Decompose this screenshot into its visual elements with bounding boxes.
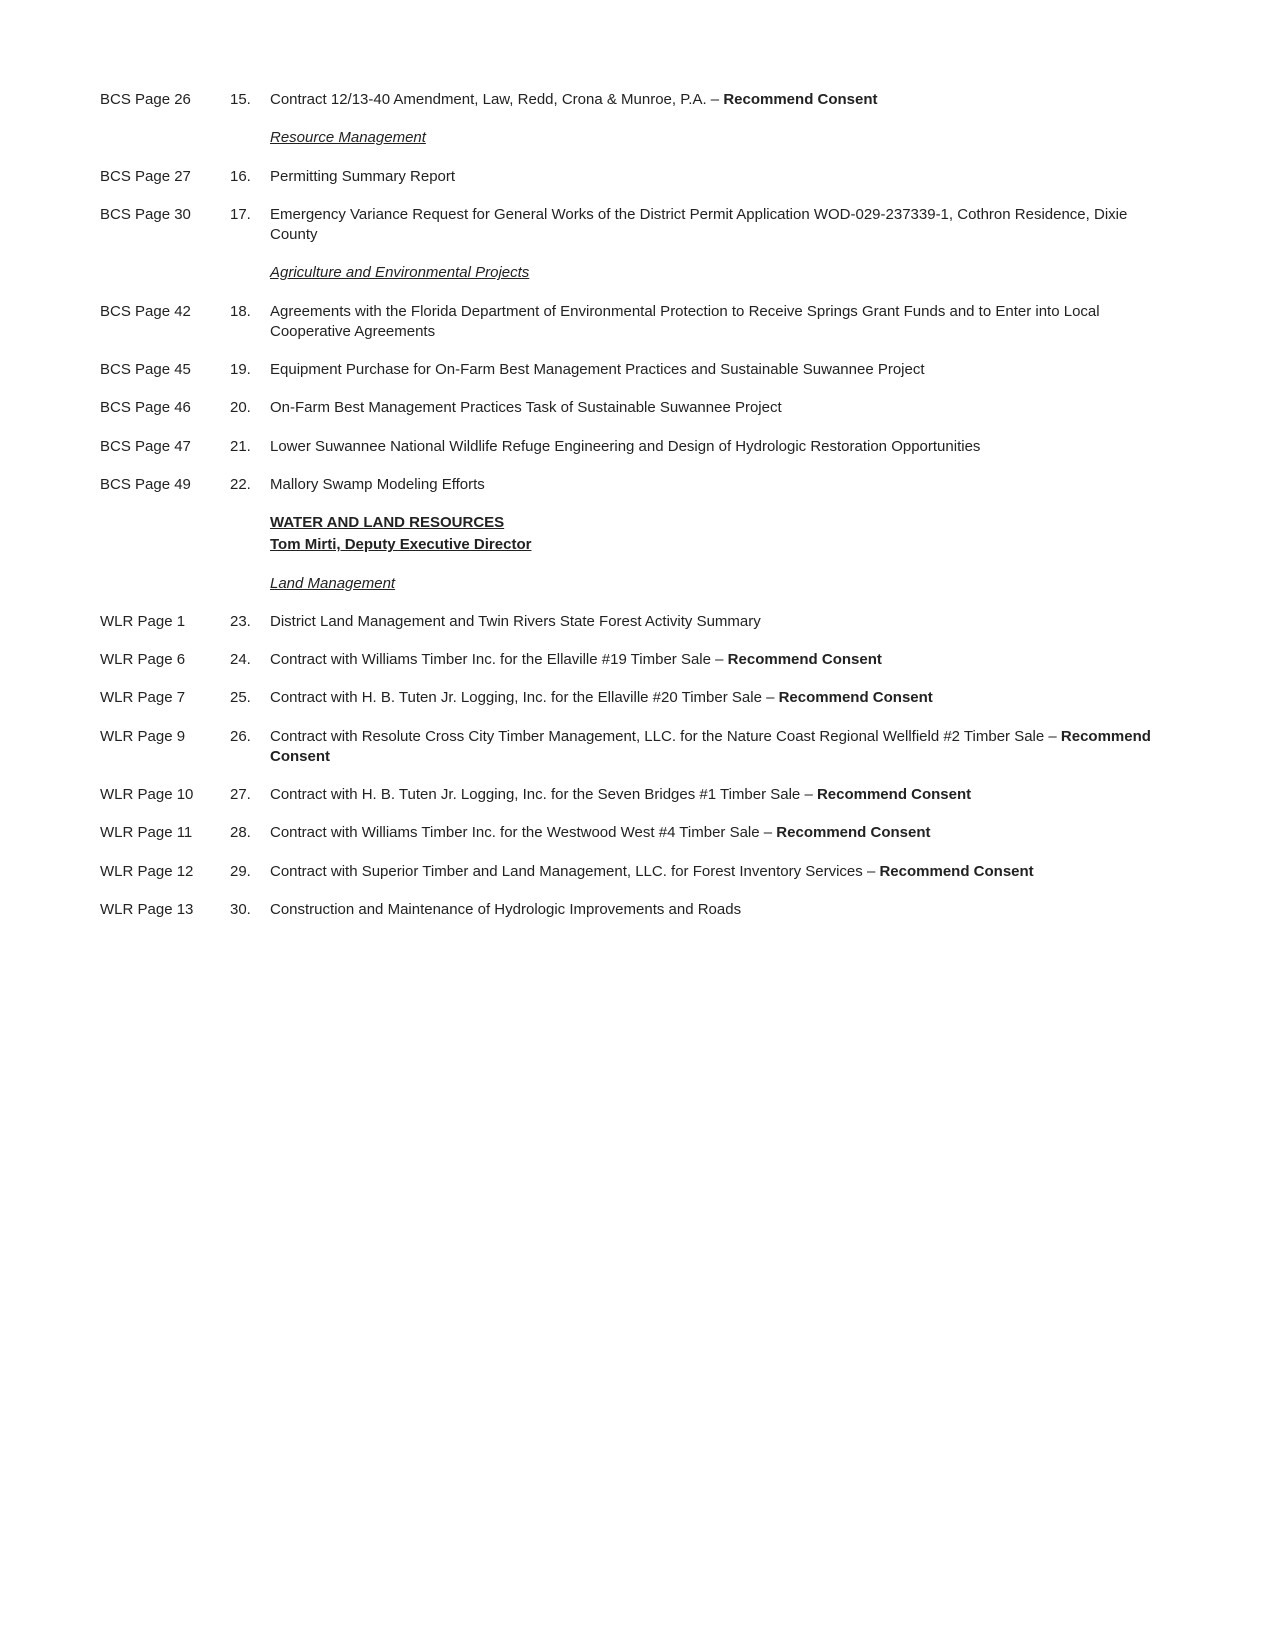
item-number: 18.	[230, 302, 270, 343]
agenda-item: BCS Page 2716.Permitting Summary Report	[100, 167, 1175, 187]
agenda-item: BCS Page 4519.Equipment Purchase for On-…	[100, 360, 1175, 380]
agenda-item: WLR Page 1330.Construction and Maintenan…	[100, 900, 1175, 920]
agenda-item: WLR Page 1128.Contract with Williams Tim…	[100, 823, 1175, 843]
item-number: 30.	[230, 900, 270, 920]
page-reference: BCS Page 45	[100, 360, 230, 380]
item-text: Agreements with the Florida Department o…	[270, 303, 1100, 340]
recommend-consent: Recommend Consent	[817, 786, 971, 803]
item-number: 16.	[230, 167, 270, 187]
page-reference: WLR Page 9	[100, 727, 230, 768]
agenda-item: WLR Page 123.District Land Management an…	[100, 612, 1175, 632]
item-text: Contract with Resolute Cross City Timber…	[270, 728, 1061, 745]
agenda-item: WLR Page 1027.Contract with H. B. Tuten …	[100, 785, 1175, 805]
item-number: 26.	[230, 727, 270, 768]
item-text: Construction and Maintenance of Hydrolog…	[270, 901, 741, 918]
section-subheading: Tom Mirti, Deputy Executive Director	[270, 535, 1175, 555]
page-reference: WLR Page 13	[100, 900, 230, 920]
agenda-item: WLR Page 624.Contract with Williams Timb…	[100, 650, 1175, 670]
agenda-item: BCS Page 4620.On-Farm Best Management Pr…	[100, 398, 1175, 418]
item-number: 19.	[230, 360, 270, 380]
item-number: 21.	[230, 437, 270, 457]
item-description: Lower Suwannee National Wildlife Refuge …	[270, 437, 1175, 457]
item-text: Contract with Williams Timber Inc. for t…	[270, 824, 776, 841]
subheading: Land Management	[270, 574, 1175, 594]
recommend-consent: Recommend Consent	[723, 91, 877, 108]
page-reference: BCS Page 30	[100, 205, 230, 246]
item-number: 23.	[230, 612, 270, 632]
page-reference: WLR Page 7	[100, 688, 230, 708]
recommend-consent: Recommend Consent	[728, 651, 882, 668]
item-text: Equipment Purchase for On-Farm Best Mana…	[270, 361, 925, 378]
agenda-item: WLR Page 725.Contract with H. B. Tuten J…	[100, 688, 1175, 708]
subheading: Agriculture and Environmental Projects	[270, 263, 1175, 283]
agenda-item: BCS Page 4721.Lower Suwannee National Wi…	[100, 437, 1175, 457]
agenda-item: WLR Page 1229.Contract with Superior Tim…	[100, 862, 1175, 882]
item-text: On-Farm Best Management Practices Task o…	[270, 399, 782, 416]
page-reference: WLR Page 6	[100, 650, 230, 670]
item-number: 17.	[230, 205, 270, 246]
page-reference: BCS Page 46	[100, 398, 230, 418]
recommend-consent: Recommend Consent	[879, 863, 1033, 880]
agenda-item: BCS Page 4922.Mallory Swamp Modeling Eff…	[100, 475, 1175, 495]
item-description: Contract with Williams Timber Inc. for t…	[270, 823, 1175, 843]
page-reference: WLR Page 12	[100, 862, 230, 882]
recommend-consent: Recommend Consent	[779, 689, 933, 706]
item-description: Equipment Purchase for On-Farm Best Mana…	[270, 360, 1175, 380]
item-text: District Land Management and Twin Rivers…	[270, 613, 761, 630]
agenda-item: WLR Page 926.Contract with Resolute Cros…	[100, 727, 1175, 768]
item-description: Permitting Summary Report	[270, 167, 1175, 187]
item-description: Construction and Maintenance of Hydrolog…	[270, 900, 1175, 920]
item-description: Contract 12/13-40 Amendment, Law, Redd, …	[270, 90, 1175, 110]
item-number: 22.	[230, 475, 270, 495]
page-reference: WLR Page 1	[100, 612, 230, 632]
item-description: Mallory Swamp Modeling Efforts	[270, 475, 1175, 495]
item-description: Contract with H. B. Tuten Jr. Logging, I…	[270, 785, 1175, 805]
subheading: Resource Management	[270, 128, 1175, 148]
item-text: Mallory Swamp Modeling Efforts	[270, 476, 485, 493]
item-text: Contract with H. B. Tuten Jr. Logging, I…	[270, 786, 817, 803]
item-description: District Land Management and Twin Rivers…	[270, 612, 1175, 632]
item-text: Permitting Summary Report	[270, 168, 455, 185]
page-reference: BCS Page 47	[100, 437, 230, 457]
agenda-list: BCS Page 2615.Contract 12/13-40 Amendmen…	[100, 90, 1175, 920]
page-reference: BCS Page 49	[100, 475, 230, 495]
item-number: 27.	[230, 785, 270, 805]
item-text: Contract 12/13-40 Amendment, Law, Redd, …	[270, 91, 723, 108]
page-reference: BCS Page 27	[100, 167, 230, 187]
item-description: Contract with Resolute Cross City Timber…	[270, 727, 1175, 768]
page-reference: WLR Page 10	[100, 785, 230, 805]
item-text: Emergency Variance Request for General W…	[270, 206, 1127, 243]
item-description: Agreements with the Florida Department o…	[270, 302, 1175, 343]
item-number: 24.	[230, 650, 270, 670]
item-description: Contract with Superior Timber and Land M…	[270, 862, 1175, 882]
item-description: Emergency Variance Request for General W…	[270, 205, 1175, 246]
agenda-item: BCS Page 4218.Agreements with the Florid…	[100, 302, 1175, 343]
page-reference: WLR Page 11	[100, 823, 230, 843]
agenda-item: BCS Page 2615.Contract 12/13-40 Amendmen…	[100, 90, 1175, 110]
item-number: 20.	[230, 398, 270, 418]
section-heading: WATER AND LAND RESOURCES	[270, 513, 1175, 533]
recommend-consent: Recommend Consent	[776, 824, 930, 841]
item-number: 15.	[230, 90, 270, 110]
item-text: Lower Suwannee National Wildlife Refuge …	[270, 438, 980, 455]
item-number: 25.	[230, 688, 270, 708]
item-description: On-Farm Best Management Practices Task o…	[270, 398, 1175, 418]
item-text: Contract with Superior Timber and Land M…	[270, 863, 879, 880]
item-description: Contract with H. B. Tuten Jr. Logging, I…	[270, 688, 1175, 708]
page-reference: BCS Page 42	[100, 302, 230, 343]
page-reference: BCS Page 26	[100, 90, 230, 110]
item-text: Contract with H. B. Tuten Jr. Logging, I…	[270, 689, 779, 706]
item-number: 29.	[230, 862, 270, 882]
item-description: Contract with Williams Timber Inc. for t…	[270, 650, 1175, 670]
agenda-item: BCS Page 3017.Emergency Variance Request…	[100, 205, 1175, 246]
item-number: 28.	[230, 823, 270, 843]
item-text: Contract with Williams Timber Inc. for t…	[270, 651, 728, 668]
